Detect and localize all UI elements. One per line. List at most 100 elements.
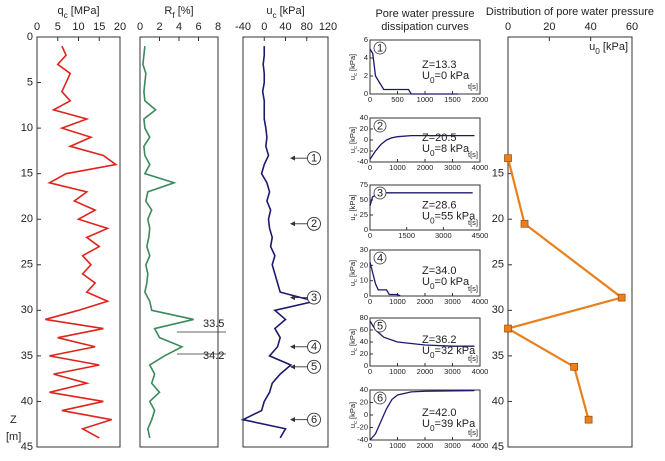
u0-text-part: U <box>422 210 430 222</box>
u0-text: U0=39 kPa <box>422 418 476 433</box>
plot-frame <box>369 184 481 231</box>
y-axis-label-part: c <box>353 348 359 351</box>
y-axis-label: uc [kPa] <box>348 260 360 286</box>
marker-label: 1 <box>311 153 317 165</box>
annotation: 34.2 <box>203 350 224 362</box>
y-tick-label: 0 <box>364 135 368 144</box>
u0-text-part: U <box>422 143 430 155</box>
x-tick-label: 0 <box>368 367 372 376</box>
x-unit: t[s] <box>468 82 478 91</box>
y-tick-label: 10 <box>360 276 368 285</box>
y-axis-label-part: [kPa] <box>348 194 357 213</box>
y-axis-label-part: [kPa] <box>348 127 357 146</box>
y-tick-label: 35 <box>492 350 504 362</box>
u0-text-part: 0 <box>430 216 435 225</box>
plot-id: 6 <box>377 392 383 404</box>
x-tick-label: 15 <box>93 21 105 33</box>
x-tick-label: 0 <box>368 231 372 240</box>
y-tick-label: -40 <box>357 435 368 444</box>
marker-label: 5 <box>311 361 317 373</box>
x-axis-label-part: c <box>272 11 276 20</box>
y-axis-label-part: c <box>353 146 359 149</box>
u0-text-part: =0 kPa <box>435 276 470 288</box>
marker-circle <box>307 339 321 354</box>
y-axis-label-part: [kPa] <box>348 54 357 73</box>
x-unit: t[s] <box>468 354 478 363</box>
y-axis-label-part: [kPa] <box>348 260 357 279</box>
u0-text-part: 0 <box>430 351 435 360</box>
panel-frame <box>242 36 329 448</box>
dissipation-curve <box>369 262 401 297</box>
distribution-point <box>504 154 512 163</box>
u0-text-part: =55 kPa <box>435 210 477 222</box>
y-tick-label: 0 <box>364 410 368 419</box>
x-tick-label: 1500 <box>398 231 415 240</box>
u0-text-part: U <box>422 70 430 82</box>
x-tick-label: 20 <box>114 21 126 33</box>
x-tick-label: 4 <box>176 21 182 33</box>
x-tick-label: 0 <box>261 21 267 33</box>
x-tick-label: 8 <box>215 21 221 33</box>
x-axis-label: qc [MPa] <box>57 5 99 20</box>
depth-text: Z=36.2 <box>422 334 457 346</box>
x-tick-label: 1000 <box>417 95 434 104</box>
plot-id-circle <box>373 186 387 200</box>
x-axis-label-part: c <box>64 11 68 20</box>
plot-id-circle <box>373 319 387 333</box>
u0-text-part: =39 kPa <box>435 418 477 430</box>
y-axis-label-part: u <box>348 351 357 355</box>
dissipation-curve <box>369 389 475 441</box>
y-tick-label: 30 <box>492 304 504 316</box>
dissipation-curve <box>369 48 458 95</box>
x-tick-label: 6 <box>195 21 201 33</box>
y-tick-label: -20 <box>357 422 368 431</box>
x-tick-label: 1500 <box>444 95 461 104</box>
y-tick-label: 2 <box>364 71 368 80</box>
y-tick-label: 15 <box>21 168 33 180</box>
y-axis-label-part: [kPa] <box>348 329 357 348</box>
y-tick-label: 0 <box>364 291 368 300</box>
u0-text-part: U <box>422 345 430 357</box>
x-unit: t[s] <box>468 150 478 159</box>
x-axis-label: uc [kPa] <box>266 5 304 20</box>
depth-text: Z=20.5 <box>422 132 457 144</box>
x-tick-label: 0 <box>368 297 372 306</box>
y-axis-label: [m] <box>6 431 21 443</box>
x-tick-label: 2 <box>156 21 162 33</box>
x-axis-label-part: [%] <box>175 5 194 17</box>
x-tick-label: -40 <box>235 21 251 33</box>
x-tick-label: 0 <box>505 21 511 33</box>
y-tick-label: 20 <box>360 349 368 358</box>
y-tick-label: 5 <box>27 76 33 88</box>
depth-text: Z=42.0 <box>422 407 457 419</box>
y-tick-label: 30 <box>21 304 33 316</box>
x-tick-label: 1000 <box>389 297 406 306</box>
x-tick-label: 4500 <box>472 231 489 240</box>
x-tick-label: 4000 <box>472 297 489 306</box>
marker-label: 4 <box>311 341 317 353</box>
plot-id: 4 <box>377 252 383 264</box>
plot-id: 3 <box>377 187 383 199</box>
u0-text-part: 0 <box>430 424 435 433</box>
y-tick-label: 40 <box>360 385 368 394</box>
y-tick-label: 20 <box>360 260 368 269</box>
y-tick-label: 40 <box>492 395 504 407</box>
y-tick-label: 50 <box>360 195 368 204</box>
x-axis-label-part: q <box>57 5 63 17</box>
x-axis-label-part: f <box>172 11 175 20</box>
x-tick-label: 3000 <box>444 441 461 450</box>
x-tick-label: 10 <box>72 21 84 33</box>
u0-text-part: =32 kPa <box>435 345 477 357</box>
panel-frame <box>139 36 219 448</box>
y-axis-label-part: c <box>353 279 359 282</box>
u0-text: U0=8 kPa <box>422 143 470 158</box>
y-tick-label: 25 <box>21 259 33 271</box>
x-tick-label: 3000 <box>444 367 461 376</box>
marker-circle <box>307 216 321 231</box>
y-tick-label: -40 <box>357 157 368 166</box>
x-tick-label: 40 <box>585 21 597 33</box>
distribution-point <box>617 293 626 302</box>
y-axis-label-part: [kPa] <box>348 402 357 421</box>
y-tick-label: 30 <box>360 245 368 254</box>
